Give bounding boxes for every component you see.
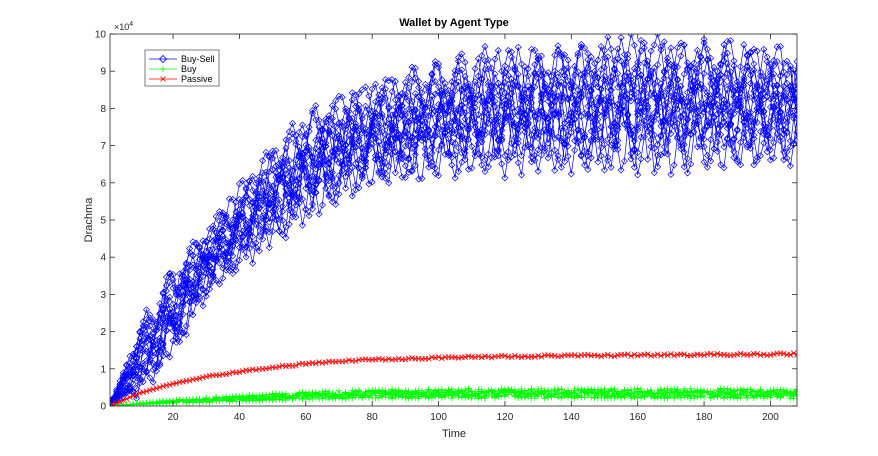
plus-marker-icon xyxy=(160,66,166,72)
x-axis-label: Time xyxy=(442,428,466,440)
y-tick-label: 5 xyxy=(100,216,106,227)
y-tick-label: 8 xyxy=(100,104,106,115)
buy-sell-series-line xyxy=(110,53,797,406)
legend-item-buy: Buy xyxy=(149,64,197,74)
legend-item-buy-sell: Buy-Sell xyxy=(149,54,215,64)
buy-sell-markers xyxy=(110,53,797,406)
buy-markers xyxy=(110,385,797,406)
diamond-marker-icon xyxy=(158,54,168,64)
x-tick-label: 180 xyxy=(696,412,713,423)
legend-item-passive: Passive xyxy=(149,74,213,84)
y-tick-label: 10 xyxy=(95,30,107,41)
y-tick-label: 6 xyxy=(100,178,106,189)
y-tick-label: 4 xyxy=(100,253,106,264)
passive-markers xyxy=(110,350,797,406)
buy-sell-series-line xyxy=(110,34,797,406)
y-tick-label: 3 xyxy=(100,290,106,301)
x-tick-label: 160 xyxy=(629,412,646,423)
x-tick-label: 120 xyxy=(497,412,514,423)
legend-label-buy-sell: Buy-Sell xyxy=(181,54,215,64)
buy-series-line xyxy=(110,385,797,406)
y-tick-label: 7 xyxy=(100,141,106,152)
buy-sell-series-line xyxy=(110,69,797,406)
x-tick-label: 140 xyxy=(563,412,580,423)
legend-label-passive: Passive xyxy=(181,74,213,84)
y-exponent-label: ×104 xyxy=(114,21,133,32)
x-tick-label: 60 xyxy=(300,412,312,423)
passive-series-line xyxy=(110,350,797,406)
y-axis: 0 1 2 3 4 5 6 7 8 9 10 xyxy=(95,30,797,413)
legend: Buy-Sell Buy Passive xyxy=(144,49,220,87)
x-tick-label: 80 xyxy=(367,412,379,423)
plot-area xyxy=(110,34,797,406)
buy-sell-series-line xyxy=(110,87,797,406)
y-tick-label: 2 xyxy=(100,327,106,338)
x-marker-icon xyxy=(160,76,166,82)
legend-box xyxy=(144,49,220,87)
y-tick-label: 1 xyxy=(100,364,106,375)
buy-series-line xyxy=(110,385,797,406)
x-tick-label: 200 xyxy=(762,412,779,423)
buy-sell-series-line xyxy=(110,112,797,406)
buy-sell-markers xyxy=(110,34,797,406)
x-tick-label: 100 xyxy=(430,412,447,423)
x-tick-label: 20 xyxy=(167,412,179,423)
x-tick-label: 40 xyxy=(234,412,246,423)
y-tick-label: 0 xyxy=(100,402,106,413)
buy-sell-markers xyxy=(110,69,797,406)
y-tick-label: 9 xyxy=(100,67,106,78)
chart-title: Wallet by Agent Type xyxy=(399,17,509,29)
x-axis: 20 40 60 80 100 120 140 160 180 200 xyxy=(167,34,779,423)
y-axis-label: Drachma xyxy=(83,197,95,243)
buy-sell-markers xyxy=(110,112,797,406)
legend-label-buy: Buy xyxy=(181,64,197,74)
